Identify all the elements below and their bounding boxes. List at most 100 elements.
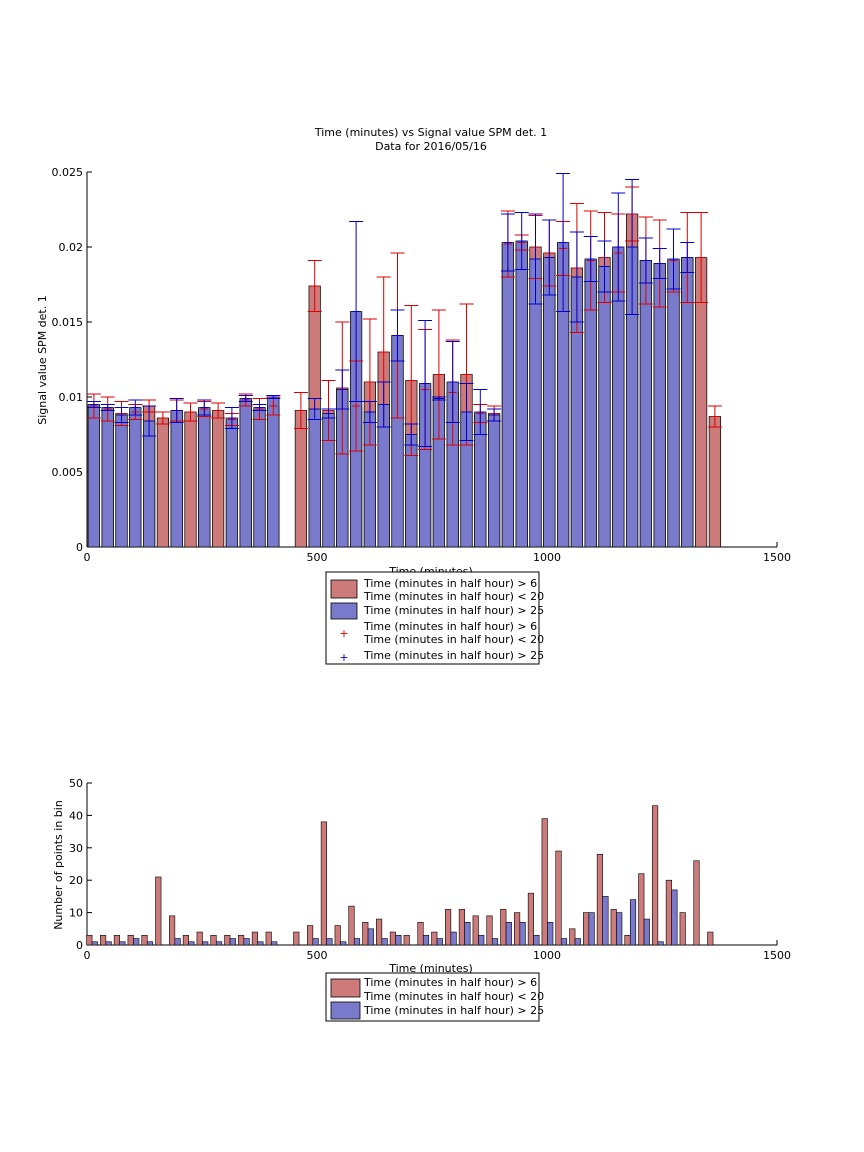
top-y-tick-label: 0.02 <box>59 241 84 254</box>
bottom-legend-swatch-red <box>330 978 361 998</box>
top-errorbar-red <box>307 260 322 312</box>
bottom-bar-red <box>403 934 410 946</box>
bottom-bar-blue <box>243 938 250 946</box>
top-chart-plot: 0 500 1000 1500 0 0.005 0.01 0.015 0.02 0.025 <box>52 166 792 564</box>
top-errorbar-blue <box>114 407 129 423</box>
bottom-bar-red <box>362 922 369 946</box>
top-legend-label-1: Time (minutes in half hour) > 6 <box>363 577 537 590</box>
top-errorbar-blue <box>431 396 446 401</box>
top-errorbar-blue <box>86 401 101 408</box>
top-bar-blue <box>170 410 183 548</box>
top-x-tick-label: 0 <box>84 551 91 564</box>
bottom-bar-blue <box>643 918 650 946</box>
bottom-bar-red <box>238 934 245 946</box>
top-bar-red <box>708 416 722 548</box>
bottom-bar-blue <box>491 938 499 946</box>
bottom-chart-xlabel: Time (minutes) <box>388 962 473 975</box>
bottom-legend-label-2: Time (minutes in half hour) < 20 <box>363 990 544 1003</box>
bottom-bar-blue <box>381 938 388 946</box>
top-errorbar-blue <box>404 423 419 446</box>
bottom-legend-swatch-blue <box>330 1001 361 1020</box>
bottom-y-tick-label: 30 <box>69 842 83 855</box>
bottom-bar-red <box>265 931 272 946</box>
bottom-bar-red <box>182 934 189 946</box>
bottom-bar-blue <box>215 941 223 946</box>
top-errorbar-blue <box>390 309 405 362</box>
bottom-x-tick-label: 1500 <box>763 949 791 962</box>
top-errorbar-red <box>431 309 446 440</box>
bottom-bar-blue <box>353 938 361 946</box>
bottom-bar-blue <box>395 934 402 946</box>
bottom-bar-red <box>610 909 617 946</box>
bottom-bar-red <box>431 931 438 946</box>
bottom-legend-label-1: Time (minutes in half hour) > 6 <box>363 976 537 989</box>
top-errorbar-red <box>211 402 226 419</box>
bottom-bar-red <box>86 934 93 946</box>
bottom-bar-blue <box>505 922 512 946</box>
top-bar-blue <box>488 414 501 548</box>
top-legend-swatch-red <box>330 579 358 599</box>
bottom-bar-blue <box>105 941 112 946</box>
top-bar-red <box>294 410 307 548</box>
bottom-bar-red <box>596 853 603 946</box>
bottom-bar-red <box>169 915 176 946</box>
top-errorbar-blue <box>680 242 695 273</box>
top-errorbar-red <box>155 411 170 425</box>
top-bar-blue <box>101 407 114 548</box>
top-errorbar-blue <box>349 221 364 402</box>
bottom-bar-red <box>155 876 162 946</box>
bottom-bar-red <box>127 934 134 946</box>
top-legend-label-6: Time (minutes in half hour) > 25 <box>363 649 544 662</box>
bottom-chart-legend: Time (minutes in half hour) > 6 Time (mi… <box>325 972 544 1022</box>
bottom-bar-red <box>693 860 700 946</box>
top-chart-legend: Time (minutes in half hour) > 6 Time (mi… <box>325 571 544 665</box>
top-bar-blue <box>129 407 142 548</box>
bottom-bar-red <box>376 918 383 946</box>
bottom-bar-red <box>569 928 576 946</box>
top-errorbar-blue <box>487 408 502 422</box>
bottom-bar-blue <box>271 941 278 946</box>
top-bar-blue <box>543 257 556 548</box>
bottom-bar-blue <box>312 938 319 946</box>
bottom-y-tick-label: 0 <box>76 939 83 952</box>
bottom-bar-red <box>334 925 341 946</box>
top-legend-swatch-blue <box>330 602 358 620</box>
bottom-bar-red <box>486 915 493 946</box>
bottom-bar-blue <box>574 938 581 946</box>
top-chart-title: Time (minutes) vs Signal value SPM det. … <box>314 126 547 139</box>
top-y-tick-label: 0.005 <box>52 466 84 479</box>
top-errorbar-blue <box>335 369 350 410</box>
bottom-bar-red <box>583 912 590 946</box>
top-chart-subtitle: Data for 2016/05/16 <box>375 140 487 153</box>
top-y-tick-label: 0.015 <box>52 316 84 329</box>
top-errorbar-blue <box>238 395 253 402</box>
top-errorbar-blue <box>597 240 612 293</box>
bottom-bar-blue <box>91 941 98 946</box>
bottom-bar-blue <box>119 941 126 946</box>
top-errorbar-blue <box>445 341 460 423</box>
top-errorbar-blue <box>142 405 157 437</box>
bottom-bar-red <box>293 931 300 946</box>
bottom-bar-blue <box>588 912 595 946</box>
bottom-bar-blue <box>616 912 623 946</box>
bottom-bar-red <box>251 931 258 946</box>
top-bar-blue <box>308 408 321 548</box>
bottom-bar-red <box>417 922 424 946</box>
top-legend-box <box>325 571 540 665</box>
top-errorbar-blue <box>500 213 515 272</box>
top-legend-marker-red: + <box>339 627 348 640</box>
bottom-bar-blue <box>174 938 181 946</box>
top-legend-label-3: Time (minutes in half hour) > 25 <box>363 604 544 617</box>
bottom-bar-red <box>679 912 686 946</box>
top-errorbar-blue <box>666 228 681 290</box>
bottom-bar-red <box>307 925 314 946</box>
bottom-legend-box <box>325 972 540 1022</box>
bottom-bar-red <box>665 879 672 946</box>
top-y-tick-label: 0 <box>76 541 83 554</box>
top-errorbar-red <box>183 402 198 422</box>
top-errorbar-blue <box>307 398 322 420</box>
bottom-bar-red <box>100 934 107 946</box>
bottom-chart-plot: 0 500 1000 1500 0 10 20 30 40 50 <box>69 777 791 962</box>
top-errorbar-blue <box>100 404 115 411</box>
